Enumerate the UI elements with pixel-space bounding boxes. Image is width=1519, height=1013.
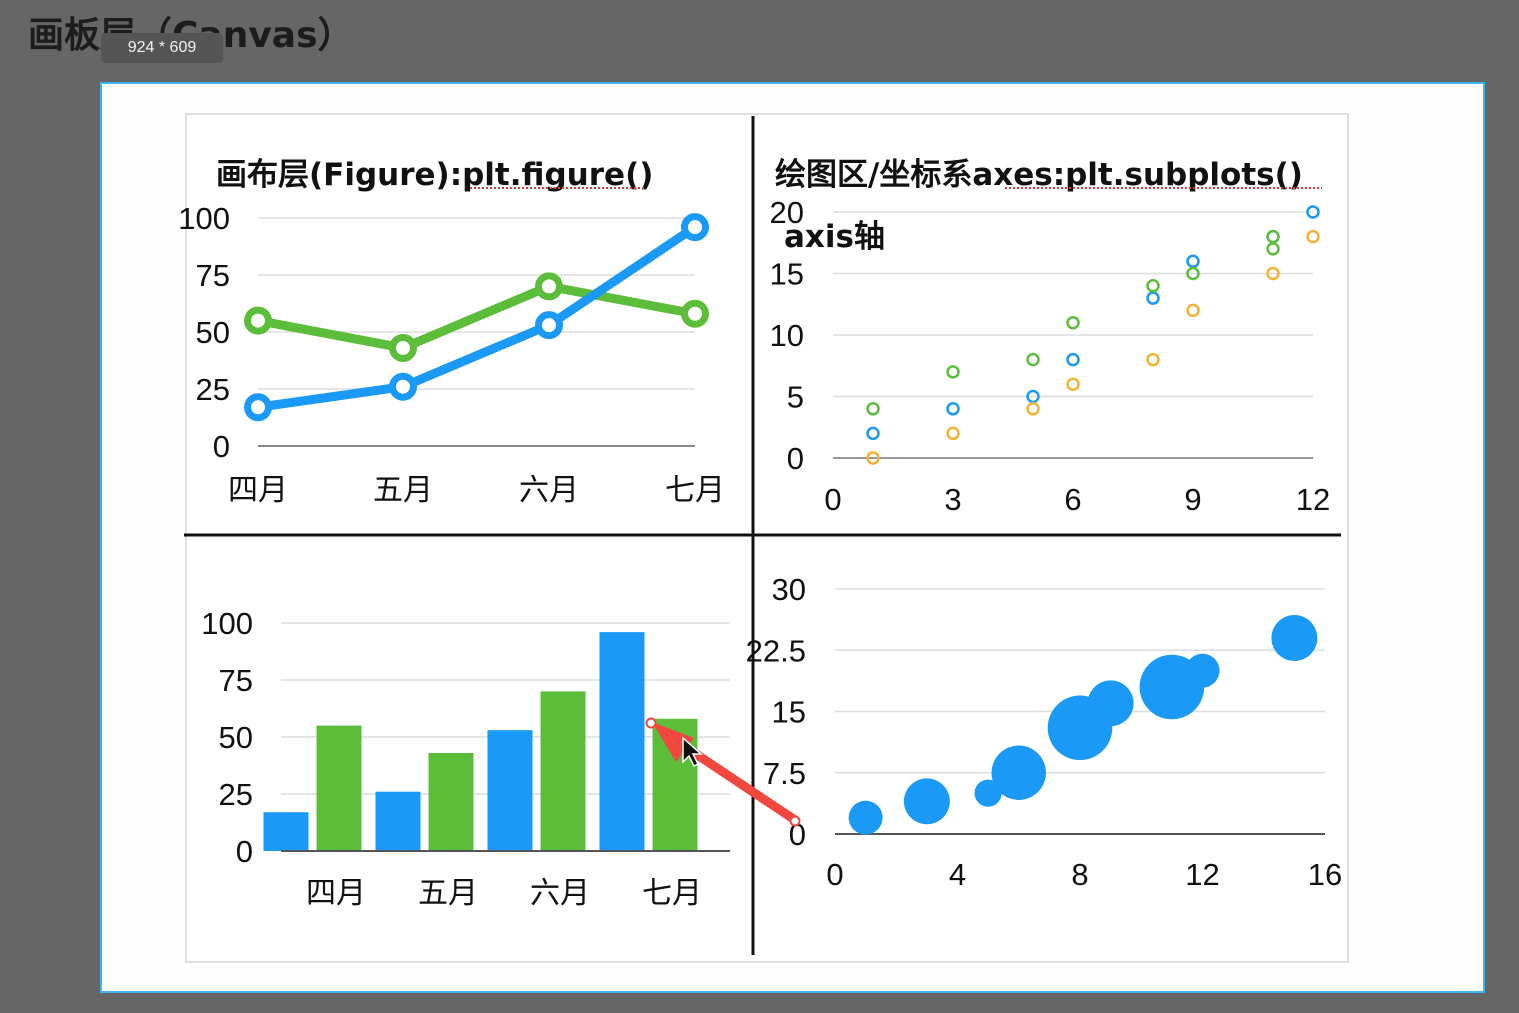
y-tick-label: 15 <box>770 257 804 292</box>
bubble-point <box>1185 653 1220 688</box>
x-tick-label: 五月 <box>418 876 478 911</box>
bubble-point <box>903 778 950 825</box>
x-tick-label: 六月 <box>530 876 590 911</box>
data-point <box>681 213 709 242</box>
y-tick-label: 75 <box>219 663 253 698</box>
x-tick-label: 12 <box>1185 857 1219 892</box>
y-tick-label: 25 <box>219 777 253 812</box>
scatter-point <box>946 365 960 379</box>
bubble-point <box>991 745 1046 800</box>
scatter-point <box>1066 352 1080 367</box>
bubble-point <box>1087 680 1134 727</box>
x-tick-label: 四月 <box>306 876 366 911</box>
data-point <box>681 299 709 328</box>
x-tick-label: 12 <box>1296 482 1330 517</box>
figure-label: 画布层(Figure):plt.figure() <box>216 157 653 193</box>
y-tick-label: 100 <box>201 606 253 641</box>
scatter-point <box>1266 266 1280 281</box>
axis-label: axis轴 <box>784 219 885 255</box>
scatter-point <box>1266 229 1280 244</box>
data-point <box>244 393 272 422</box>
scatter-point <box>1026 352 1040 367</box>
scatter-point <box>1146 279 1160 293</box>
bar <box>599 632 645 851</box>
series-line <box>257 281 696 353</box>
x-tick-label: 七月 <box>665 473 725 508</box>
scatter-point <box>1066 315 1080 330</box>
y-tick-label: 50 <box>196 315 230 350</box>
y-tick-label: 25 <box>196 372 230 407</box>
x-tick-label: 0 <box>826 857 843 892</box>
y-tick-label: 22.5 <box>746 633 806 668</box>
y-tick-label: 0 <box>787 441 804 476</box>
y-tick-label: 15 <box>772 695 806 730</box>
y-tick-label: 5 <box>787 380 804 415</box>
scatter-point <box>1146 352 1160 367</box>
x-tick-label: 五月 <box>373 473 433 508</box>
scatter-point <box>1026 402 1040 416</box>
bar <box>540 691 586 851</box>
scatter-point <box>946 426 960 441</box>
x-tick-label: 16 <box>1308 857 1342 892</box>
scatter-point <box>1306 229 1320 244</box>
x-tick-label: 4 <box>949 857 966 892</box>
bar <box>428 752 474 851</box>
x-tick-label: 四月 <box>228 473 288 508</box>
line-chart: 0 25 50 75 100 四月 五月 六月 七月 <box>178 201 725 508</box>
data-point <box>389 372 417 401</box>
data-point <box>389 333 417 362</box>
scatter-point <box>1186 266 1200 281</box>
y-tick-label: 7.5 <box>763 756 806 791</box>
x-tick-label: 9 <box>1184 482 1201 517</box>
y-tick-label: 20 <box>770 195 804 230</box>
x-tick-label: 6 <box>1064 482 1081 517</box>
series-line <box>257 223 698 412</box>
x-tick-label: 六月 <box>519 473 579 508</box>
scatter-point <box>946 402 960 416</box>
bar <box>487 730 533 851</box>
x-tick-label: 8 <box>1071 857 1088 892</box>
y-tick-label: 100 <box>178 201 230 236</box>
scatter-point <box>866 426 880 441</box>
bubble-point <box>848 800 883 835</box>
bar-chart: 0 25 50 75 100 四月 五月 六月 七月 <box>201 606 730 911</box>
mouse-cursor-icon <box>682 736 703 768</box>
x-tick-label: 七月 <box>642 876 702 911</box>
y-tick-label: 30 <box>772 572 806 607</box>
x-tick-label: 3 <box>944 482 961 517</box>
scatter-point <box>1186 254 1200 268</box>
scatter-chart: 0 5 10 15 20 0 3 6 9 12 <box>770 195 1331 517</box>
data-point <box>244 306 272 335</box>
y-tick-label: 10 <box>770 318 804 353</box>
size-badge: 924 * 609 <box>101 33 223 63</box>
scatter-point <box>1026 389 1040 404</box>
bubble-point <box>1271 615 1318 661</box>
data-point <box>535 272 563 301</box>
scatter-point <box>1066 377 1080 391</box>
y-tick-label: 0 <box>236 834 253 869</box>
scatter-point <box>1266 242 1280 256</box>
y-tick-label: 75 <box>196 258 230 293</box>
y-tick-label: 50 <box>219 720 253 755</box>
scatter-point <box>866 402 880 416</box>
data-point <box>535 311 563 340</box>
bar <box>375 791 421 851</box>
scatter-point <box>1306 205 1320 219</box>
bubble-point <box>974 779 1002 807</box>
scatter-point <box>1146 291 1160 305</box>
scatter-point <box>866 451 880 465</box>
x-tick-label: 0 <box>824 482 841 517</box>
bar <box>316 725 362 851</box>
y-tick-label: 0 <box>213 429 230 464</box>
scatter-point <box>1186 303 1200 318</box>
bar <box>263 812 309 851</box>
